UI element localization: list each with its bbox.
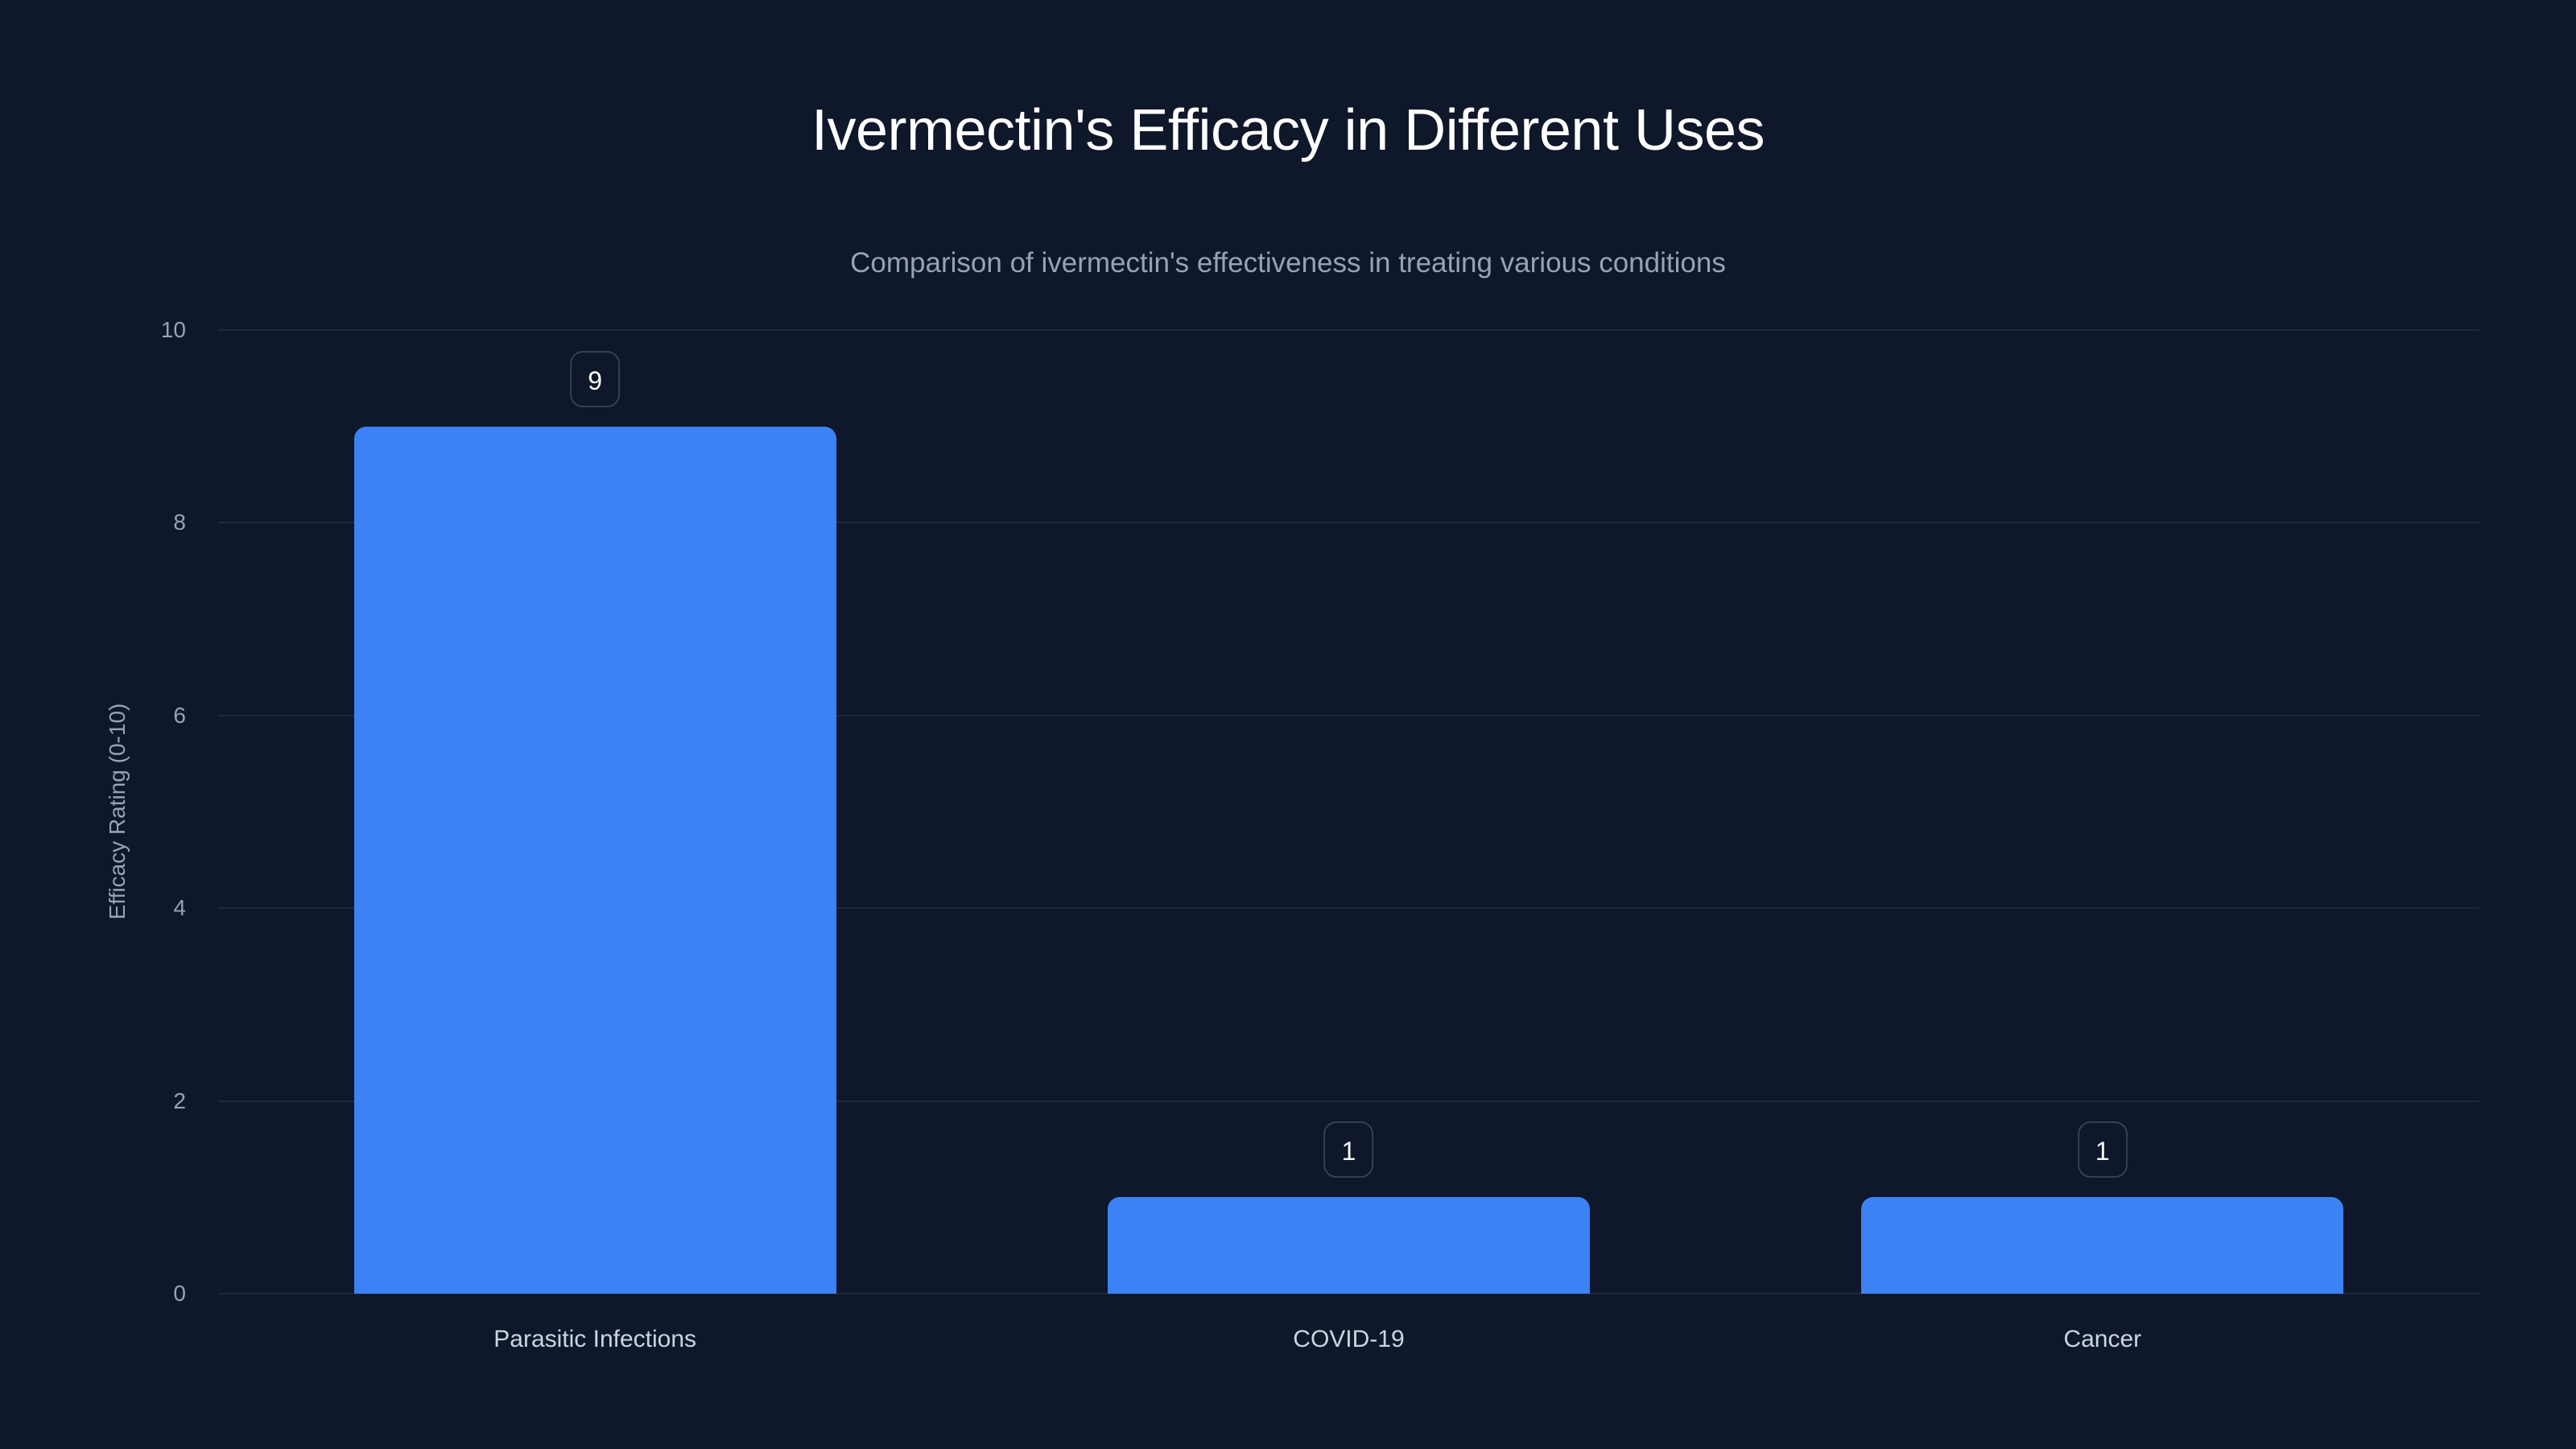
gridline	[218, 522, 2479, 524]
bar[interactable]	[353, 426, 836, 1294]
gridline	[218, 714, 2479, 716]
y-tick-label: 6	[173, 702, 186, 728]
x-tick-label: COVID-19	[1293, 1326, 1405, 1352]
x-tick-label: Parasitic Infections	[493, 1326, 697, 1352]
bar-group: 1 COVID-19	[972, 330, 1725, 1352]
gridline	[218, 1100, 2479, 1102]
bar-group: 9 Parasitic Infections	[218, 330, 972, 1352]
gridline	[218, 329, 2479, 331]
chart-subtitle: Comparison of ivermectin's effectiveness…	[850, 247, 1726, 279]
bar-group: 1 Cancer	[1726, 330, 2479, 1352]
y-tick-label: 8	[173, 510, 186, 535]
data-label-badge: 1	[2077, 1121, 2128, 1179]
data-label-badge: 1	[1323, 1121, 1374, 1179]
x-tick-label: Cancer	[2063, 1326, 2142, 1352]
chart-title: Ivermectin's Efficacy in Different Uses	[811, 98, 1765, 163]
gridline	[218, 1293, 2479, 1294]
plot-area: 9 Parasitic Infections 1 COVID-19 1 Cancer	[218, 329, 2479, 1352]
y-tick-label: 0	[173, 1281, 186, 1306]
bar[interactable]	[1107, 1197, 1591, 1294]
y-axis-label: Efficacy Rating (0-10)	[105, 703, 130, 920]
y-tick-label: 4	[173, 895, 186, 921]
gridline	[218, 907, 2479, 910]
y-tick-label: 10	[160, 317, 186, 342]
data-label-badge: 9	[570, 350, 621, 407]
y-tick-label: 2	[173, 1088, 186, 1113]
bar[interactable]	[1861, 1197, 2344, 1294]
